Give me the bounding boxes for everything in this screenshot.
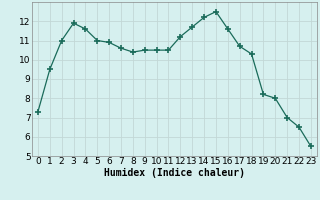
X-axis label: Humidex (Indice chaleur): Humidex (Indice chaleur) (104, 168, 245, 178)
